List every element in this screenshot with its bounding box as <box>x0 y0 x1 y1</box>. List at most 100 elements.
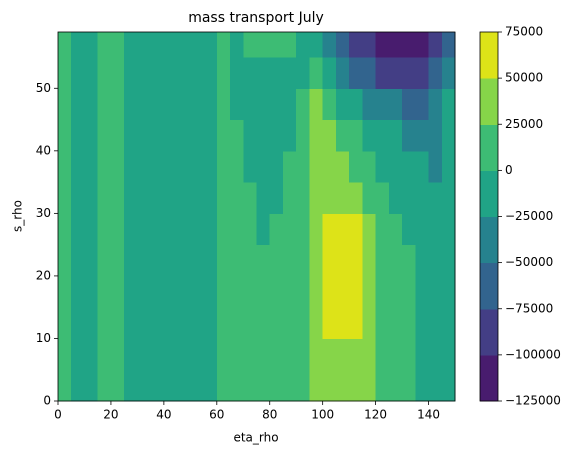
contour-cell <box>256 338 271 371</box>
colorbar-tick-label: 25000 <box>505 117 543 131</box>
plot-frame <box>57 31 456 402</box>
contour-cell <box>243 150 258 183</box>
colorbar-tick-label: −125000 <box>505 394 561 408</box>
contour-cell <box>230 275 244 308</box>
contour-cell <box>190 57 205 89</box>
contour-cell <box>177 213 191 246</box>
contour-cell <box>84 150 99 183</box>
contour-cell <box>110 338 125 371</box>
contour-cell <box>388 244 403 277</box>
contour-cell <box>296 32 311 58</box>
contour-cell <box>110 369 125 402</box>
contour-cell <box>243 213 258 246</box>
contour-cell <box>375 182 390 214</box>
colorbar-tick-label: −25000 <box>505 209 553 223</box>
x-axis-label: eta_rho <box>233 431 278 445</box>
contour-cell <box>190 213 205 246</box>
contour-cell <box>428 338 443 371</box>
contour-cell <box>375 32 390 58</box>
contour-cell <box>84 275 99 308</box>
contour-cell <box>84 213 99 246</box>
contour-cell <box>415 338 430 371</box>
y-tick-label: 50 <box>36 81 51 95</box>
contour-cell <box>282 150 297 183</box>
contour-cell <box>388 307 403 340</box>
contour-cell <box>269 213 284 246</box>
contour-cell <box>124 369 138 402</box>
contour-cell <box>256 275 271 308</box>
contour-cell <box>296 150 311 183</box>
contour-cell <box>177 182 191 214</box>
contour-cell <box>441 275 456 308</box>
contour-cell <box>84 57 99 89</box>
contour-cell <box>415 88 430 121</box>
contour-cell <box>58 244 72 277</box>
contour-cell <box>388 275 403 308</box>
contour-cell <box>71 119 86 152</box>
contour-cell <box>110 307 125 340</box>
contour-cell <box>137 307 152 340</box>
contour-cell <box>309 307 324 340</box>
contour-cell <box>269 150 284 183</box>
contour-cell <box>362 119 377 152</box>
contour-cell <box>296 275 311 308</box>
contour-cell <box>256 32 271 58</box>
contour-cell <box>137 182 152 214</box>
contour-cell <box>243 119 258 152</box>
contour-cell <box>216 182 231 214</box>
contour-cell <box>216 213 231 246</box>
colorbar-tick-label: 50000 <box>505 71 543 85</box>
contour-cell <box>256 150 271 183</box>
contour-cell <box>150 57 165 89</box>
contour-cell <box>71 182 86 214</box>
contour-cell <box>415 369 430 402</box>
contour-cell <box>269 182 284 214</box>
contour-cell <box>243 275 258 308</box>
contour-cell <box>415 213 430 246</box>
contour-cell <box>322 150 337 183</box>
colorbar-band <box>480 124 498 171</box>
contour-cell <box>349 338 363 371</box>
contour-cell <box>441 88 456 121</box>
contour-cell <box>402 119 416 152</box>
contour-cell <box>375 119 390 152</box>
contour-cell <box>282 307 297 340</box>
contour-cell <box>97 150 112 183</box>
contour-cell <box>190 244 205 277</box>
contour-cell <box>322 119 337 152</box>
contour-cell <box>282 182 297 214</box>
contour-cell <box>97 88 112 121</box>
contour-cell <box>415 307 430 340</box>
contour-cell <box>388 182 403 214</box>
contour-cell <box>71 369 86 402</box>
colorbar-band <box>480 308 498 356</box>
contour-cell <box>97 182 112 214</box>
contour-cell <box>58 88 72 121</box>
contour-cell <box>309 275 324 308</box>
colorbar-band <box>480 170 498 217</box>
contour-cell <box>97 275 112 308</box>
contour-cell <box>216 57 231 89</box>
contour-cell <box>216 32 231 58</box>
contour-cell <box>402 244 416 277</box>
axes: 0 20 40 60 80 100 120 140 0 10 20 30 40 50 <box>36 31 456 422</box>
contour-cell <box>230 32 244 58</box>
contour-cell <box>349 32 363 58</box>
contour-cell <box>269 32 284 58</box>
contour-cell <box>256 307 271 340</box>
contour-cell <box>230 307 244 340</box>
contour-cell <box>163 182 178 214</box>
contour-cell <box>124 88 138 121</box>
contour-cell <box>415 32 430 58</box>
contour-cell <box>216 369 231 402</box>
contour-cell <box>124 307 138 340</box>
contour-cell <box>309 213 324 246</box>
contour-cell <box>362 182 377 214</box>
contour-cell <box>190 338 205 371</box>
contour-cell <box>177 150 191 183</box>
contour-cell <box>97 338 112 371</box>
contour-cell <box>375 244 390 277</box>
contour-cell <box>163 32 178 58</box>
contour-cell <box>402 57 416 89</box>
contour-cell <box>203 244 218 277</box>
